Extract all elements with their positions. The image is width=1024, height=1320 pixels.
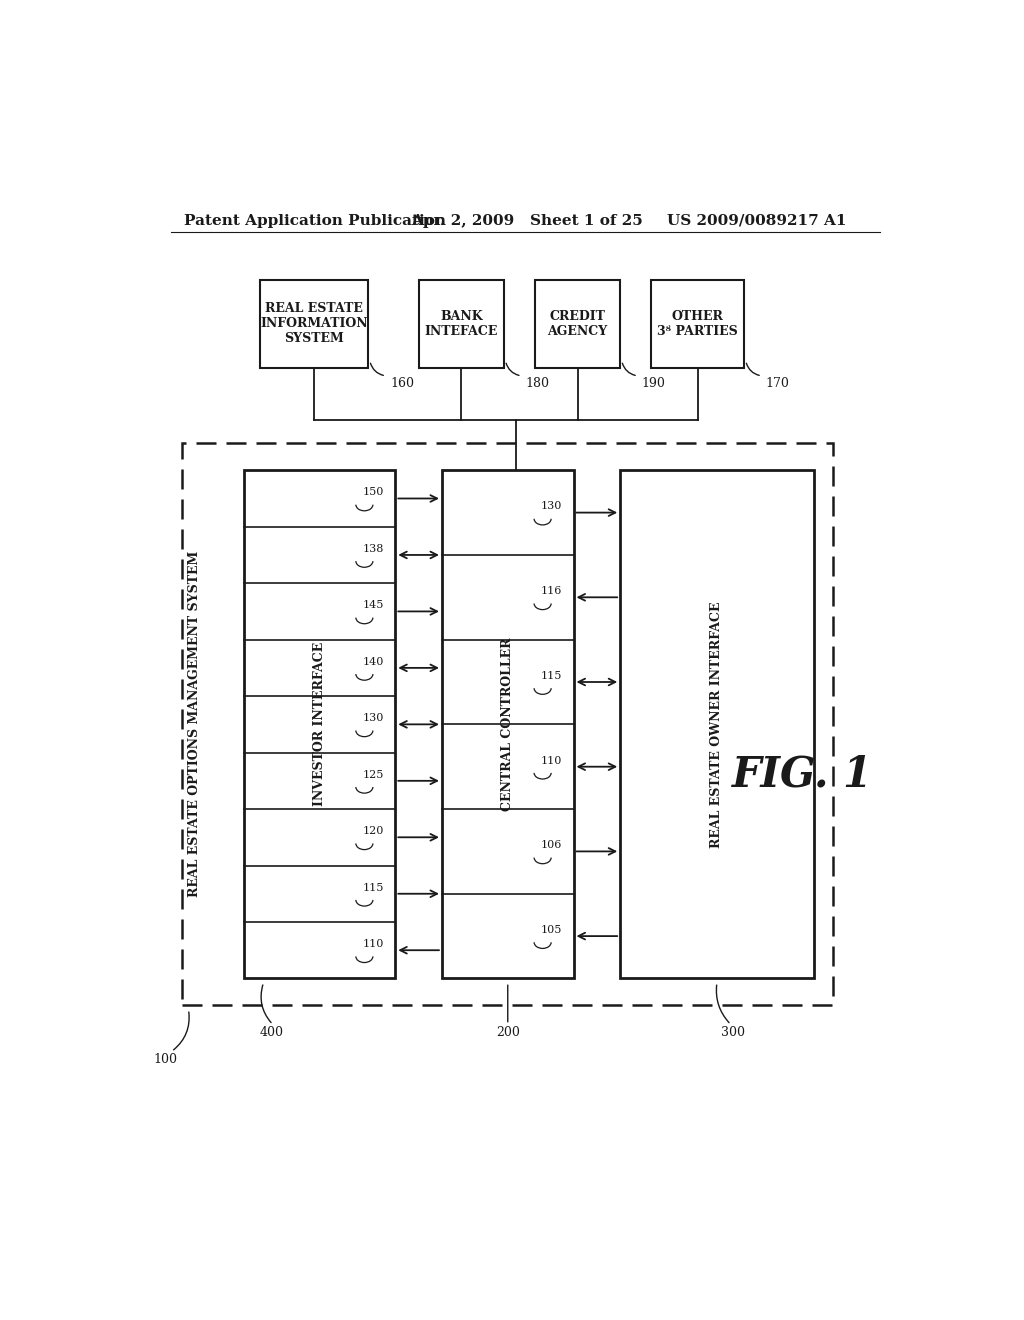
Text: Apr. 2, 2009   Sheet 1 of 25: Apr. 2, 2009 Sheet 1 of 25 <box>411 214 643 228</box>
Text: 300: 300 <box>721 1026 744 1039</box>
Text: INVESTOR INTERFACE: INVESTOR INTERFACE <box>313 643 327 807</box>
Text: 115: 115 <box>362 883 384 892</box>
Text: 200: 200 <box>496 1026 520 1039</box>
FancyBboxPatch shape <box>442 470 573 978</box>
Text: 140: 140 <box>362 657 384 667</box>
Text: REAL ESTATE
INFORMATION
SYSTEM: REAL ESTATE INFORMATION SYSTEM <box>260 302 368 346</box>
Text: 100: 100 <box>154 1053 177 1065</box>
Text: 170: 170 <box>766 378 790 391</box>
FancyBboxPatch shape <box>621 470 814 978</box>
Text: 190: 190 <box>642 378 666 391</box>
FancyBboxPatch shape <box>535 280 621 368</box>
Text: 115: 115 <box>541 671 562 681</box>
Text: 116: 116 <box>541 586 562 597</box>
Text: 106: 106 <box>541 841 562 850</box>
Text: 130: 130 <box>362 713 384 723</box>
Text: 160: 160 <box>390 378 414 391</box>
Text: 130: 130 <box>541 502 562 511</box>
FancyBboxPatch shape <box>651 280 744 368</box>
Text: 120: 120 <box>362 826 384 836</box>
Text: 180: 180 <box>525 378 550 391</box>
Text: 138: 138 <box>362 544 384 554</box>
Text: Patent Application Publication: Patent Application Publication <box>183 214 445 228</box>
Text: CENTRAL CONTROLLER: CENTRAL CONTROLLER <box>502 638 514 810</box>
Text: CREDIT
AGENCY: CREDIT AGENCY <box>548 310 607 338</box>
Text: FIG. 1: FIG. 1 <box>732 754 872 796</box>
FancyBboxPatch shape <box>419 280 504 368</box>
Text: REAL ESTATE OWNER INTERFACE: REAL ESTATE OWNER INTERFACE <box>711 601 724 847</box>
FancyBboxPatch shape <box>245 470 395 978</box>
Text: 110: 110 <box>362 939 384 949</box>
Text: 400: 400 <box>259 1026 284 1039</box>
Text: 105: 105 <box>541 925 562 935</box>
Text: BANK
INTEFACE: BANK INTEFACE <box>425 310 498 338</box>
Text: REAL ESTATE OPTIONS MANAGEMENT SYSTEM: REAL ESTATE OPTIONS MANAGEMENT SYSTEM <box>188 552 201 898</box>
FancyBboxPatch shape <box>260 280 369 368</box>
Text: US 2009/0089217 A1: US 2009/0089217 A1 <box>667 214 846 228</box>
Text: 150: 150 <box>362 487 384 498</box>
Text: 110: 110 <box>541 755 562 766</box>
Text: OTHER
3ᴽ PARTIES: OTHER 3ᴽ PARTIES <box>657 310 738 338</box>
Text: 125: 125 <box>362 770 384 780</box>
Text: 145: 145 <box>362 601 384 610</box>
